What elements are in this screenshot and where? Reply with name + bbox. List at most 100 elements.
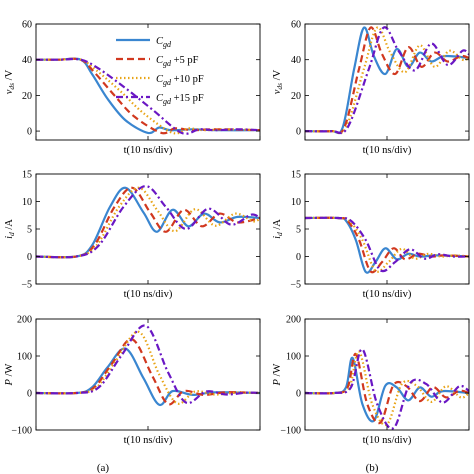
legend-label-3: Cgd +15 pF: [156, 93, 204, 106]
y-axis-subscript: ds: [275, 83, 284, 90]
legend-item-1: Cgd +5 pF: [116, 55, 199, 68]
series-line-b1-3: [305, 26, 469, 135]
legend-item-3: Cgd +15 pF: [116, 93, 204, 106]
plot-frame-b3: [304, 318, 470, 431]
y-tick-label-a2-3: 10: [22, 197, 32, 208]
x-axis-label-b2: t(10 ns/div): [363, 289, 412, 300]
series-layer-a2: [36, 185, 260, 259]
legend-label-0: Cgd: [156, 36, 172, 49]
series-line-b3-2: [305, 350, 469, 427]
y-tick-label-a1-2: 40: [22, 55, 32, 66]
series-layer-b1: [305, 26, 469, 135]
x-axis-label-a3: t(10 ns/div): [124, 435, 173, 446]
panel-b1: 0 20 40 60 t(10 ns/div) vds /V: [272, 20, 470, 156]
series-line-a2-1: [36, 186, 260, 259]
y-tick-label-b2-3: 10: [291, 197, 301, 208]
series-line-b1-1: [305, 26, 469, 135]
series-line-b3-0: [305, 356, 469, 423]
y-axis-label-b2: id /A: [272, 219, 284, 239]
x-axis-label-b3: t(10 ns/div): [363, 435, 412, 446]
series-layer-a3: [36, 324, 260, 407]
y-axis-subscript: d: [275, 232, 284, 236]
y-axis-label-a1: vds /V: [4, 69, 16, 94]
series-line-b2-2: [305, 216, 469, 273]
series-line-a1-1: [36, 57, 260, 135]
caption-b: (b): [366, 462, 379, 474]
y-tick-label-a1-3: 60: [22, 20, 32, 31]
series-line-b1-0: [305, 26, 469, 135]
series-line-b2-3: [305, 216, 469, 273]
y-tick-label-b2-2: 5: [296, 225, 301, 236]
x-axis-label-a1: t(10 ns/div): [124, 145, 173, 156]
legend-label-1: Cgd +5 pF: [156, 55, 199, 68]
y-axis-symbol: P: [272, 378, 283, 386]
y-tick-label-a3-1: 0: [27, 389, 32, 400]
y-axis-symbol: i: [272, 236, 283, 239]
panel-a3: −100 0 100 200 t(10 ns/div) P /W: [4, 315, 261, 446]
y-axis-symbol: P: [4, 378, 15, 386]
y-tick-label-a2-4: 15: [22, 170, 32, 181]
y-tick-label-a1-0: 0: [27, 127, 32, 138]
series-line-a3-0: [36, 347, 260, 407]
legend-item-2: Cgd +10 pF: [116, 74, 204, 87]
y-tick-label-b2-1: 0: [296, 252, 301, 263]
series-layer-a1: [36, 57, 260, 135]
y-tick-label-a2-0: −5: [21, 280, 32, 291]
y-tick-label-b1-0: 0: [296, 127, 301, 138]
y-tick-label-b2-0: −5: [290, 280, 301, 291]
legend-label-2: Cgd +10 pF: [156, 74, 204, 87]
plot-frame-a3: [35, 318, 261, 431]
y-axis-symbol: v: [272, 89, 283, 94]
panel-a2: −5 0 5 10 15 t(10 ns/div) id /A: [4, 170, 261, 300]
y-axis-unit: /A: [272, 219, 283, 233]
y-axis-label-b3: P /W: [272, 363, 283, 386]
series-layer-b2: [305, 216, 469, 274]
y-tick-label-a1-1: 20: [22, 91, 32, 102]
x-axis-label-a2: t(10 ns/div): [124, 289, 173, 300]
y-axis-unit: /W: [4, 363, 15, 379]
legend: Cgd Cgd +5 pF Cgd +10 pF Cgd +15 pF: [116, 36, 204, 106]
panel-a1: 0 20 40 60 t(10 ns/div) vds /V: [4, 20, 261, 156]
panel-b3: −100 0 100 200 t(10 ns/div) P /W: [272, 315, 470, 446]
series-line-a1-3: [36, 57, 260, 135]
legend-item-0: Cgd: [116, 36, 172, 49]
y-tick-label-b3-0: −100: [280, 426, 301, 437]
y-axis-unit: /W: [272, 363, 283, 379]
y-tick-label-b1-1: 20: [291, 91, 301, 102]
series-line-a2-0: [36, 186, 260, 259]
series-line-a1-0: [36, 57, 260, 135]
y-axis-subscript: d: [7, 232, 16, 236]
y-tick-label-a2-1: 0: [27, 252, 32, 263]
y-tick-label-b3-3: 200: [286, 315, 301, 326]
y-tick-label-b3-2: 100: [286, 352, 301, 363]
y-axis-subscript: ds: [7, 83, 16, 90]
plot-frame-b2: [304, 173, 470, 285]
series-line-b1-2: [305, 26, 469, 135]
plot-frame-a1: [35, 23, 261, 141]
y-axis-unit: /V: [272, 69, 283, 83]
y-tick-label-b3-1: 0: [296, 389, 301, 400]
caption-a: (a): [97, 462, 110, 474]
y-axis-label-a3: P /W: [4, 363, 15, 386]
y-tick-label-b1-2: 40: [291, 55, 301, 66]
plot-frame-a2: [35, 173, 261, 285]
series-line-b3-3: [305, 348, 469, 430]
y-axis-symbol: v: [4, 89, 15, 94]
y-tick-label-a3-3: 200: [17, 315, 32, 326]
y-tick-label-b2-4: 15: [291, 170, 301, 181]
x-axis-label-b1: t(10 ns/div): [363, 145, 412, 156]
y-tick-label-a3-2: 100: [17, 352, 32, 363]
y-axis-label-b1: vds /V: [272, 69, 284, 94]
y-axis-label-a2: id /A: [4, 219, 16, 239]
series-line-b3-1: [305, 352, 469, 425]
y-tick-label-a3-0: −100: [11, 426, 32, 437]
y-axis-symbol: i: [4, 236, 15, 239]
series-line-a3-3: [36, 324, 260, 405]
y-axis-unit: /A: [4, 219, 15, 233]
plot-frame-b1: [304, 23, 470, 141]
y-tick-label-a2-2: 5: [27, 225, 32, 236]
series-layer-b3: [305, 348, 469, 430]
y-axis-unit: /V: [4, 69, 15, 83]
panel-b2: −5 0 5 10 15 t(10 ns/div) id /A: [272, 170, 470, 300]
